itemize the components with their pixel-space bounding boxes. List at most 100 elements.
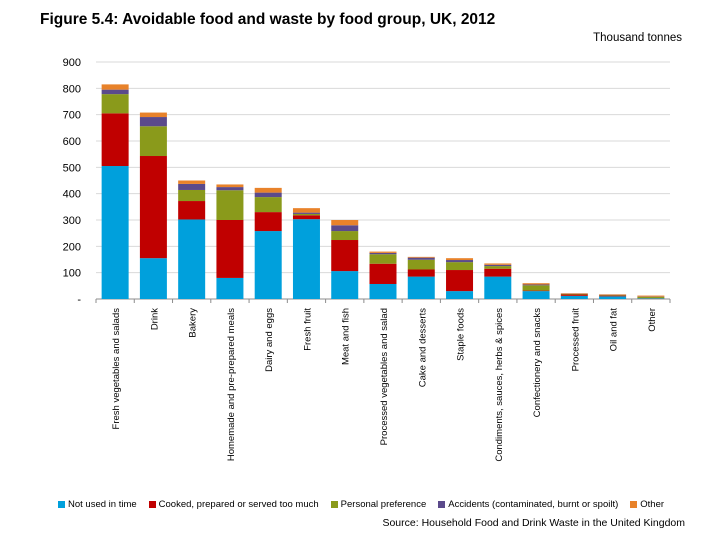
bars: [101, 84, 665, 299]
bar-segment: [101, 84, 129, 90]
bar-segment: [216, 277, 244, 299]
bar-segment: [216, 220, 244, 278]
bar-segment: [637, 296, 665, 299]
x-tick-label: Other: [647, 308, 658, 332]
legend: Not used in time Cooked, prepared or serv…: [58, 499, 664, 510]
bar-segment: [292, 213, 320, 216]
chart-title: Figure 5.4: Avoidable food and waste by …: [40, 11, 496, 28]
bar-segment: [254, 212, 282, 232]
y-tick-label: 200: [63, 241, 81, 253]
bar-segment: [446, 258, 474, 261]
y-tick-label: -: [77, 294, 81, 306]
bar-segment: [369, 263, 397, 284]
x-tick-label: Meat and fish: [341, 308, 352, 365]
bar-segment: [407, 256, 435, 258]
legend-item: Accidents (contaminated, burnt or spoilt…: [438, 499, 618, 510]
x-tick-label: Staple foods: [456, 308, 467, 361]
bar-segment: [369, 252, 397, 255]
bar-segment: [292, 219, 320, 299]
bar-segment: [254, 231, 282, 299]
y-tick-label: 800: [63, 83, 81, 95]
unit-label: Thousand tonnes: [593, 32, 682, 44]
y-tick-label: 300: [63, 215, 81, 227]
bar-segment: [139, 156, 167, 259]
bar-segment: [331, 271, 359, 299]
bar-segment: [101, 166, 129, 299]
bar-segment: [484, 276, 512, 299]
x-tick-labels: Fresh vegetables and salads Drink Bakery Ho…: [95, 299, 671, 462]
x-tick-label: Cake and desserts: [417, 308, 428, 387]
bar-segment: [522, 291, 550, 299]
bar-segment: [331, 240, 359, 272]
bar-segment: [522, 284, 550, 286]
source-note: Source: Household Food and Drink Waste i…: [382, 517, 685, 529]
bar-segment: [216, 187, 244, 191]
bar-segment: [407, 276, 435, 299]
bar-segment: [560, 293, 588, 294]
bar-segment: [216, 190, 244, 220]
bar-segment: [560, 294, 588, 296]
x-tick-label: Processed fruit: [570, 308, 581, 372]
bar-segment: [369, 251, 397, 253]
x-tick-label: Bakery: [188, 308, 199, 338]
bar-segment: [101, 94, 129, 114]
bar-segment: [446, 262, 474, 271]
bar-segment: [599, 296, 627, 299]
y-tick-label: 700: [63, 110, 81, 122]
bar-segment: [560, 295, 588, 299]
x-tick-label: Processed vegetables and salad: [379, 308, 390, 445]
x-tick-label: Fresh fruit: [302, 308, 313, 351]
legend-swatch: [148, 501, 156, 508]
bar-segment: [292, 215, 320, 220]
legend-item: Other: [630, 499, 664, 510]
legend-label: Cooked, prepared or served too much: [158, 499, 319, 510]
bar-segment: [139, 112, 167, 118]
bar-segment: [139, 126, 167, 157]
legend-swatch: [58, 501, 65, 508]
x-tick-label: Homemade and pre-prepared meals: [226, 308, 237, 461]
bar-segment: [446, 291, 474, 299]
bar-segment: [446, 270, 474, 292]
bar-segment: [522, 290, 550, 292]
bar-segment: [178, 183, 206, 190]
bar-segment: [216, 184, 244, 188]
chart-plot: - 100 200 300 400 500 600 700 800 900 Fresh veget…: [63, 57, 671, 462]
bar-segment: [178, 201, 206, 220]
bar-segment: [484, 264, 512, 267]
bar-segment: [331, 220, 359, 226]
bar-segment: [446, 260, 474, 263]
bar-segment: [484, 263, 512, 265]
bar-segment: [599, 295, 627, 297]
bar-segment: [178, 219, 206, 299]
y-tick-label: 500: [63, 162, 81, 174]
legend-label: Accidents (contaminated, burnt or spoilt…: [448, 499, 619, 510]
legend-item: Personal preference: [330, 499, 427, 510]
y-tick-label: 600: [63, 136, 81, 148]
bar-segment: [522, 283, 550, 285]
x-tick-label: Drink: [149, 308, 160, 330]
bar-segment: [254, 197, 282, 213]
bar-segment: [369, 283, 397, 299]
bar-segment: [139, 258, 167, 299]
legend-label: Personal preference: [340, 499, 427, 510]
y-tick-label: 100: [63, 268, 81, 280]
y-tick-label: 400: [63, 189, 81, 201]
bar-segment: [101, 89, 129, 95]
bar-segment: [599, 295, 627, 296]
bar-segment: [254, 192, 282, 198]
bar-segment: [637, 298, 665, 299]
bar-segment: [522, 285, 550, 291]
bar-segment: [254, 187, 282, 193]
legend-swatch: [330, 501, 338, 508]
bar-segment: [407, 259, 435, 270]
bar-segment: [369, 254, 397, 264]
y-tick-labels: - 100 200 300 400 500 600 700 800 900: [63, 57, 82, 306]
y-tick-label: 900: [63, 57, 81, 69]
bar-segment: [484, 266, 512, 269]
bar-segment: [292, 208, 320, 213]
x-tick-label: Oil and fat: [609, 308, 620, 352]
x-tick-label: Fresh vegetables and salads: [111, 308, 122, 430]
bar-segment: [407, 257, 435, 260]
bar-segment: [178, 180, 206, 184]
